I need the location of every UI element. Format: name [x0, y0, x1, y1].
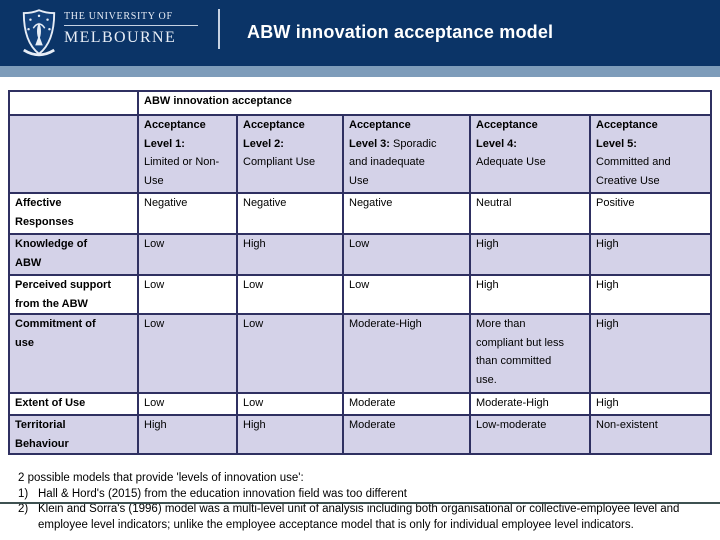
- table-cell: High: [588, 274, 713, 315]
- table-cell: High: [469, 233, 591, 276]
- column-header-level3: Acceptance Level 3: Sporadic and inadequ…: [342, 114, 471, 194]
- table-cell: Non-existent: [588, 414, 713, 455]
- table-cell: Low: [137, 313, 238, 394]
- row-label: Extent of Use: [8, 392, 139, 416]
- row-label: Commitment of use: [8, 313, 139, 394]
- header-accent-band: [0, 66, 720, 77]
- table-cell: Low: [137, 274, 238, 315]
- university-wordmark-line1: THE UNIVERSITY OF: [64, 11, 198, 26]
- note-item-1: 1) Hall & Hord's (2015) from the educati…: [18, 487, 714, 503]
- table-cell: Low: [342, 274, 471, 315]
- table-cell: Low-moderate: [469, 414, 591, 455]
- table-cell: High: [137, 414, 238, 455]
- table-cell: High: [236, 233, 344, 276]
- column-header-level2: Acceptance Level 2: Compliant Use: [236, 114, 344, 194]
- page-title: ABW innovation acceptance model: [247, 21, 554, 42]
- row-label: Territorial Behaviour: [8, 414, 139, 455]
- table-merged-header-label: ABW innovation acceptance: [144, 95, 292, 107]
- table-cell: Low: [236, 274, 344, 315]
- table-cell: High: [469, 274, 591, 315]
- note-text: Hall & Hord's (2015) from the education …: [38, 487, 407, 500]
- table-cell: High: [588, 233, 713, 276]
- table-row: Commitment of use Low Low Moderate-High …: [8, 313, 713, 394]
- university-wordmark-line2: MELBOURNE: [64, 29, 177, 46]
- row-label: Affective Responses: [8, 192, 139, 235]
- table-cell: Neutral: [469, 192, 591, 235]
- table-cell: High: [588, 392, 713, 416]
- row-label: Perceived support from the ABW: [8, 274, 139, 315]
- row-label: Knowledge of ABW: [8, 233, 139, 276]
- table-cell: Low: [137, 392, 238, 416]
- note-number: 1): [18, 487, 29, 500]
- table-cell: Low: [342, 233, 471, 276]
- table-row: Extent of Use Low Low Moderate Moderate-…: [8, 392, 713, 416]
- university-wordmark: THE UNIVERSITY OF MELBOURNE: [64, 11, 198, 47]
- university-crest-logo: [22, 9, 56, 57]
- notes-intro: 2 possible models that provide 'levels o…: [18, 472, 304, 484]
- table-cell: Moderate-High: [342, 313, 471, 394]
- table-row: Territorial Behaviour High High Moderate…: [8, 414, 713, 455]
- table-cell: Low: [236, 313, 344, 394]
- table-cell: Moderate: [342, 414, 471, 455]
- notes-divider-line: [0, 502, 720, 504]
- table-cell: Low: [236, 392, 344, 416]
- table-row: Affective Responses Negative Negative Ne…: [8, 192, 713, 235]
- note-text: Klein and Sorra's (1996) model was a mul…: [38, 503, 680, 531]
- table-corner-cell: [8, 114, 139, 194]
- slide-header: THE UNIVERSITY OF MELBOURNE ABW innovati…: [0, 0, 720, 66]
- table-cell: Negative: [137, 192, 238, 235]
- column-header-level4: Acceptance Level 4: Adequate Use: [469, 114, 591, 194]
- table-cell: More than compliant but less than commit…: [469, 313, 591, 394]
- header-divider-line: [218, 9, 220, 49]
- table-cell: Low: [137, 233, 238, 276]
- column-header-level5: Acceptance Level 5: Committed and Creati…: [588, 114, 713, 194]
- table-cell: Negative: [342, 192, 471, 235]
- table-cell: Moderate-High: [469, 392, 591, 416]
- table-cell: Negative: [236, 192, 344, 235]
- notes-block: 2 possible models that provide 'levels o…: [18, 471, 714, 533]
- table-cell: High: [588, 313, 713, 394]
- acceptance-model-table: ABW innovation acceptance Acceptance Lev…: [8, 90, 713, 455]
- table-cell: Positive: [588, 192, 713, 235]
- table-cell: Moderate: [342, 392, 471, 416]
- table-cell: High: [236, 414, 344, 455]
- table-merged-header: ABW innovation acceptance: [136, 90, 713, 116]
- table-row: Perceived support from the ABW Low Low L…: [8, 274, 713, 315]
- note-item-2: 2) Klein and Sorra's (1996) model was a …: [18, 502, 714, 533]
- note-number: 2): [18, 503, 29, 515]
- column-header-level1: Acceptance Level 1: Limited or Non- Use: [137, 114, 238, 194]
- table-corner-cell: [8, 90, 139, 116]
- table-row: Knowledge of ABW Low High Low High High: [8, 233, 713, 276]
